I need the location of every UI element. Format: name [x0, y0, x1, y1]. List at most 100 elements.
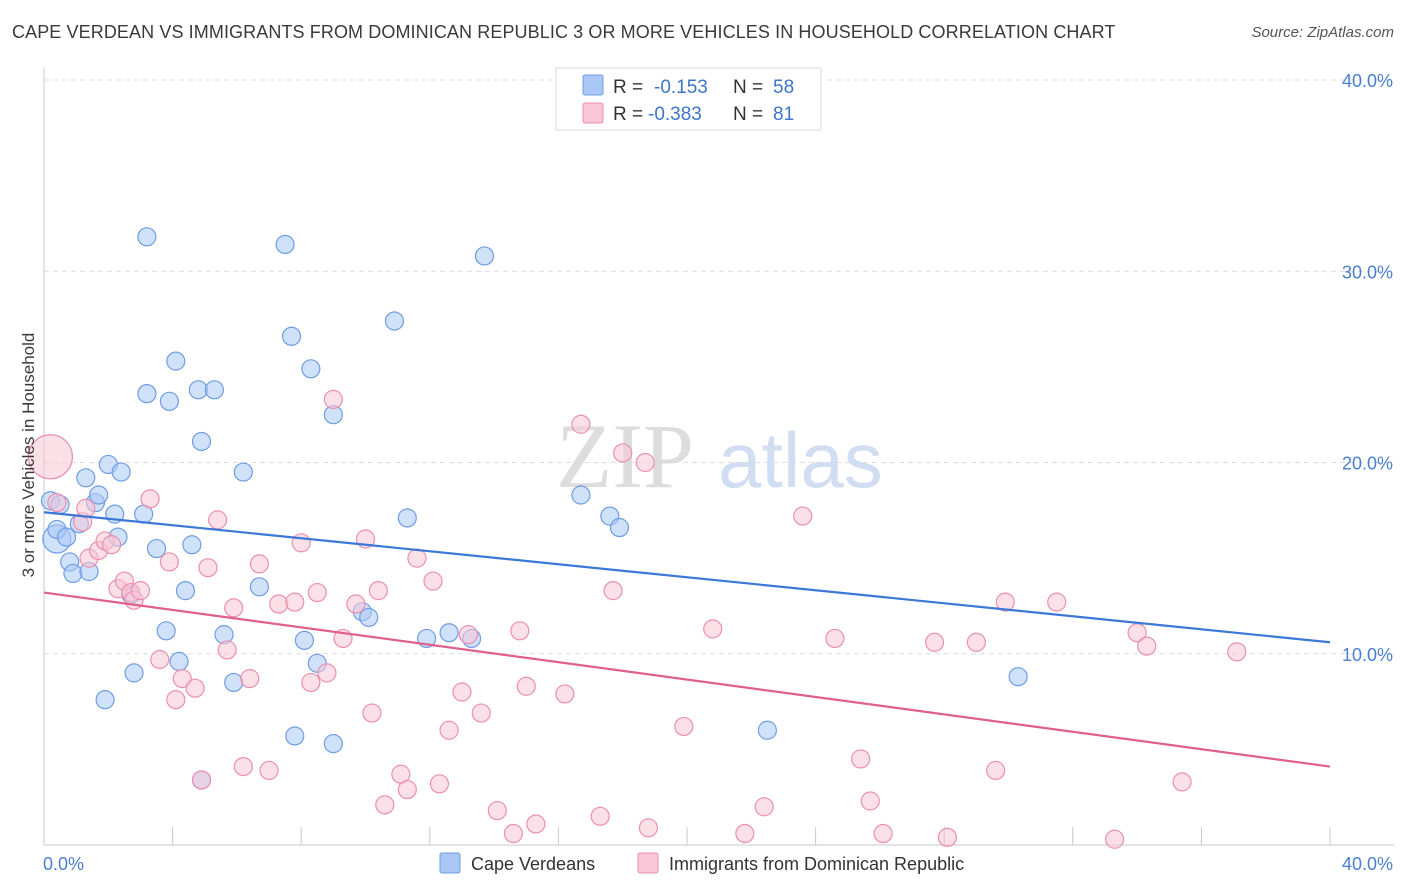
- data-point: [63, 563, 83, 584]
- data-point: [966, 632, 986, 652]
- bottom-legend-swatch-cape-verdeans: [439, 852, 461, 874]
- data-point: [924, 632, 945, 652]
- data-point: [56, 527, 77, 547]
- data-point: [47, 493, 67, 513]
- trend-line-0: [43, 511, 1331, 644]
- data-point: [166, 690, 186, 710]
- data-point: [703, 619, 723, 639]
- data-point: [172, 669, 192, 689]
- data-point: [1137, 636, 1157, 656]
- data-point: [130, 581, 151, 601]
- data-point: [191, 431, 212, 452]
- data-point: [76, 468, 96, 488]
- data-point: [754, 797, 774, 817]
- data-point: [439, 623, 459, 643]
- data-point: [603, 581, 623, 601]
- bottom-legend-swatch-dominican: [637, 852, 659, 874]
- data-point: [27, 434, 74, 480]
- data-point: [159, 552, 179, 572]
- y-axis-label: 3 or more Vehicles in Household: [19, 333, 38, 578]
- data-point: [384, 311, 405, 331]
- x-tick-label: 0.0%: [43, 854, 84, 874]
- data-point: [146, 538, 167, 559]
- data-point: [458, 625, 478, 645]
- data-point: [757, 720, 777, 740]
- data-point: [439, 720, 459, 740]
- data-point: [198, 558, 218, 578]
- data-point: [204, 380, 224, 400]
- source-label: Source: ZipAtlas.com: [1251, 24, 1394, 41]
- data-point: [937, 827, 958, 847]
- legend-swatch-cape-verdeans: [582, 74, 604, 96]
- data-point: [224, 672, 244, 693]
- data-point: [259, 760, 279, 781]
- y-tick-label: 20.0%: [1342, 454, 1393, 474]
- data-point: [224, 598, 244, 618]
- data-point: [1047, 592, 1067, 612]
- data-point: [613, 443, 633, 463]
- y-tick-labels: 10.0% 20.0% 30.0% 40.0%: [1342, 71, 1393, 665]
- x-tick-labels: 0.0% 40.0%: [43, 854, 1393, 874]
- data-point: [323, 389, 343, 409]
- data-point: [159, 391, 179, 411]
- legend-n-label-1: N =: [733, 104, 763, 125]
- y-tick-label: 40.0%: [1342, 71, 1393, 91]
- y-tick-label: 30.0%: [1342, 262, 1393, 282]
- data-point: [407, 548, 427, 568]
- data-point: [111, 462, 131, 482]
- legend-n-value-1: 81: [773, 104, 794, 125]
- data-point: [317, 663, 337, 683]
- data-point: [995, 592, 1015, 612]
- data-point: [137, 227, 157, 247]
- series-dominican-points: [27, 389, 1247, 849]
- data-point: [1008, 667, 1028, 687]
- legend-r-label-1: R =: [613, 104, 643, 125]
- data-point: [233, 756, 253, 777]
- chart-title: CAPE VERDEAN VS IMMIGRANTS FROM DOMINICA…: [12, 22, 1116, 42]
- data-point: [175, 581, 196, 601]
- data-point: [590, 806, 610, 826]
- data-point: [269, 594, 289, 614]
- data-point: [860, 791, 880, 811]
- data-point: [851, 749, 871, 769]
- data-point: [208, 510, 228, 530]
- data-point: [571, 414, 591, 434]
- data-point: [301, 672, 321, 693]
- data-point: [793, 506, 813, 526]
- data-point: [191, 770, 212, 790]
- data-point: [1172, 772, 1192, 792]
- data-point: [503, 823, 523, 844]
- data-point: [510, 621, 530, 641]
- data-point: [423, 571, 443, 591]
- data-point: [825, 628, 845, 649]
- data-point: [986, 760, 1006, 781]
- legend-r-label-0: R =: [613, 77, 643, 98]
- data-point: [240, 669, 260, 689]
- data-point: [101, 535, 122, 555]
- data-point: [323, 734, 343, 754]
- legend-swatch-dominican: [582, 102, 604, 124]
- data-point: [346, 594, 366, 614]
- data-point: [285, 592, 305, 612]
- data-point: [249, 577, 270, 597]
- legend-r-value-1: -0.383: [648, 104, 702, 125]
- x-tick-label: 40.0%: [1342, 854, 1393, 874]
- data-point: [359, 607, 379, 628]
- data-point: [609, 517, 630, 538]
- data-point: [156, 621, 176, 641]
- data-point: [150, 649, 170, 670]
- data-point: [516, 676, 536, 696]
- data-point: [285, 726, 305, 746]
- data-point: [169, 651, 189, 672]
- data-point: [182, 535, 202, 555]
- data-point: [674, 716, 694, 737]
- data-point: [137, 384, 157, 404]
- data-point: [397, 779, 417, 800]
- trend-lines: [43, 511, 1331, 768]
- data-point: [140, 489, 160, 509]
- data-point: [217, 640, 237, 660]
- data-point: [166, 351, 186, 371]
- data-point: [429, 774, 450, 794]
- data-point: [76, 498, 96, 518]
